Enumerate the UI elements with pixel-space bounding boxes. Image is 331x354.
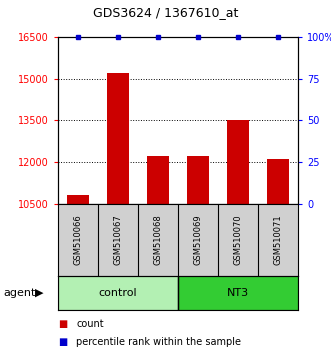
Bar xyxy=(178,276,298,310)
Bar xyxy=(107,73,129,204)
Text: GSM510068: GSM510068 xyxy=(153,215,163,265)
Bar xyxy=(67,195,89,204)
Text: GSM510069: GSM510069 xyxy=(193,215,203,265)
Text: GSM510071: GSM510071 xyxy=(273,215,282,265)
Text: count: count xyxy=(76,319,104,329)
Text: control: control xyxy=(99,288,137,298)
Text: ■: ■ xyxy=(58,337,67,347)
Text: GSM510066: GSM510066 xyxy=(73,215,82,265)
Text: ▶: ▶ xyxy=(35,288,43,298)
Bar xyxy=(267,159,289,204)
Text: GSM510067: GSM510067 xyxy=(114,215,122,265)
Bar xyxy=(147,156,169,204)
Bar xyxy=(58,276,178,310)
Text: NT3: NT3 xyxy=(227,288,249,298)
Text: GSM510070: GSM510070 xyxy=(233,215,242,265)
Text: agent: agent xyxy=(3,288,36,298)
Text: GDS3624 / 1367610_at: GDS3624 / 1367610_at xyxy=(93,6,238,19)
Bar xyxy=(187,156,209,204)
Text: percentile rank within the sample: percentile rank within the sample xyxy=(76,337,241,347)
Bar xyxy=(227,120,249,204)
Text: ■: ■ xyxy=(58,319,67,329)
